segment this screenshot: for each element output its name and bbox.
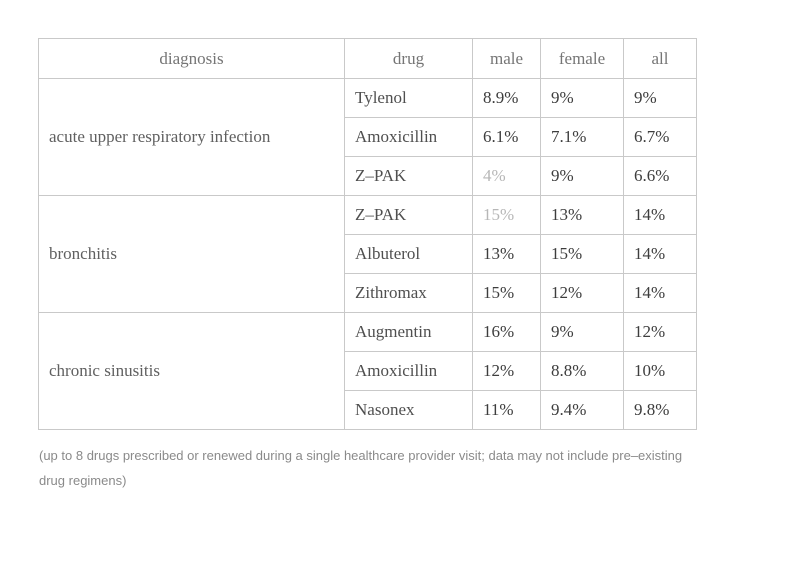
table-row: Zithromax 15% 12% 14% xyxy=(39,273,697,313)
all-value-cell: 9% xyxy=(623,78,697,118)
prescriptions-table: diagnosis drug male female all acute upp… xyxy=(38,38,697,430)
male-value-cell: 11% xyxy=(472,390,541,430)
female-value-cell: 15% xyxy=(540,234,624,274)
male-value-cell: 6.1% xyxy=(472,117,541,157)
footnote: (up to 8 drugs prescribed or renewed dur… xyxy=(39,448,683,488)
drug-cell: Nasonex xyxy=(344,390,473,430)
all-value-cell: 9.8% xyxy=(623,390,697,430)
all-value-cell: 14% xyxy=(623,234,697,274)
female-value-cell: 9.4% xyxy=(540,390,624,430)
result-pod: diagnosis drug male female all acute upp… xyxy=(38,38,697,488)
male-value-cell: 13% xyxy=(472,234,541,274)
drug-cell: Albuterol xyxy=(344,234,473,274)
female-value-cell: 8.8% xyxy=(540,351,624,391)
drug-cell: Amoxicillin xyxy=(344,117,473,157)
all-value-cell: 14% xyxy=(623,195,697,235)
table-row: Nasonex 11% 9.4% 9.8% xyxy=(39,390,697,430)
all-value-cell: 14% xyxy=(623,273,697,313)
col-header-male: male xyxy=(472,38,541,79)
female-value-cell: 7.1% xyxy=(540,117,624,157)
female-value-cell: 9% xyxy=(540,78,624,118)
male-value-cell: 15% xyxy=(472,195,541,235)
all-value-cell: 6.6% xyxy=(623,156,697,196)
all-value-cell: 6.7% xyxy=(623,117,697,157)
col-header-diagnosis: diagnosis xyxy=(38,38,345,79)
col-header-drug: drug xyxy=(344,38,473,79)
all-value-cell: 10% xyxy=(623,351,697,391)
drug-cell: Augmentin xyxy=(344,312,473,352)
header-row: diagnosis drug male female all xyxy=(38,38,697,79)
male-value-cell: 12% xyxy=(472,351,541,391)
male-value-cell: 4% xyxy=(472,156,541,196)
drug-cell: Amoxicillin xyxy=(344,351,473,391)
table-row: Amoxicillin 12% 8.8% 10% xyxy=(39,351,697,391)
table-row: acute upper respiratory infection Tyleno… xyxy=(38,78,697,196)
diagnosis-cell: acute upper respiratory infection xyxy=(38,78,345,196)
all-value-cell: 12% xyxy=(623,312,697,352)
female-value-cell: 9% xyxy=(540,156,624,196)
table-row: Z–PAK 4% 9% 6.6% xyxy=(39,156,697,196)
drug-cell: Z–PAK xyxy=(344,195,473,235)
table-row: Albuterol 13% 15% 14% xyxy=(39,234,697,274)
diagnosis-cell: bronchitis xyxy=(38,195,345,313)
male-value-cell: 15% xyxy=(472,273,541,313)
drug-cell: Tylenol xyxy=(344,78,473,118)
col-header-all: all xyxy=(623,38,697,79)
male-value-cell: 16% xyxy=(472,312,541,352)
drug-cell: Z–PAK xyxy=(344,156,473,196)
female-value-cell: 9% xyxy=(540,312,624,352)
table-row: Amoxicillin 6.1% 7.1% 6.7% xyxy=(39,117,697,157)
drug-cell: Zithromax xyxy=(344,273,473,313)
female-value-cell: 13% xyxy=(540,195,624,235)
col-header-female: female xyxy=(540,38,624,79)
diagnosis-cell: chronic sinusitis xyxy=(38,312,345,430)
female-value-cell: 12% xyxy=(540,273,624,313)
table-row: chronic sinusitis Augmentin 16% 9% 12% xyxy=(38,312,697,430)
male-value-cell: 8.9% xyxy=(472,78,541,118)
table-row: bronchitis Z–PAK 15% 13% 14% xyxy=(38,195,697,313)
